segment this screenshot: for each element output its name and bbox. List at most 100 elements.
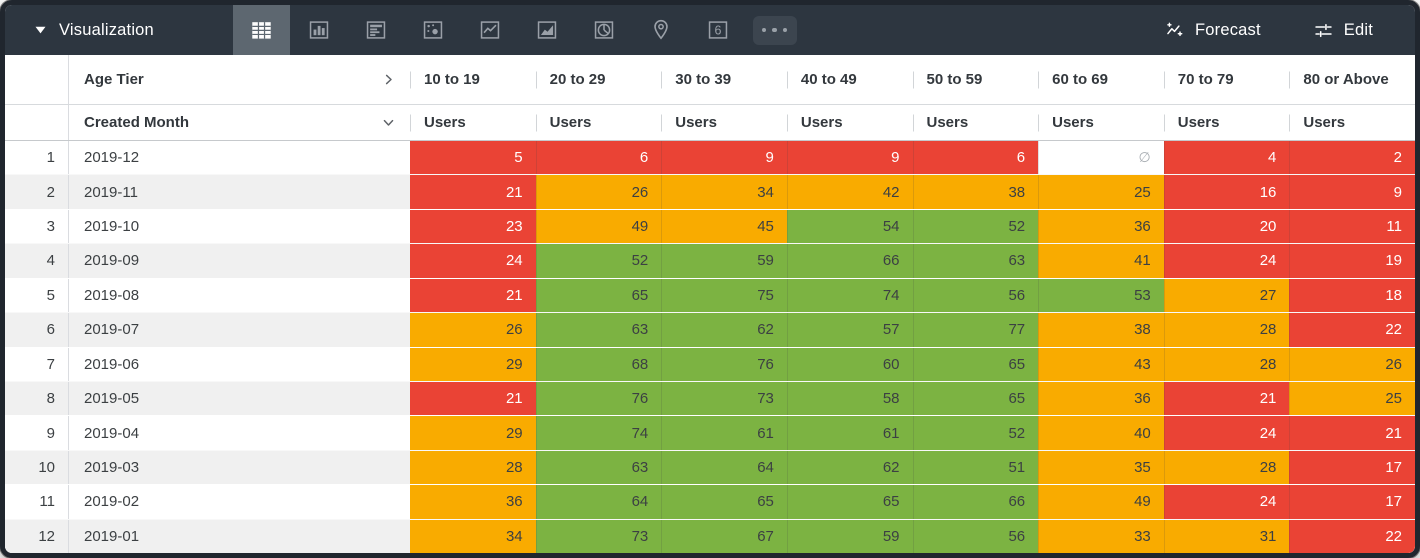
row-label[interactable]: 2019-09 bbox=[84, 252, 140, 270]
data-cell[interactable]: 36 bbox=[1038, 209, 1164, 244]
data-cell[interactable]: 5 bbox=[410, 141, 536, 175]
data-cell[interactable]: 56 bbox=[912, 519, 1039, 553]
data-cell[interactable]: 28 bbox=[410, 450, 536, 485]
data-cell[interactable]: 19 bbox=[1289, 244, 1415, 278]
data-cell[interactable]: 56 bbox=[912, 278, 1039, 313]
data-cell[interactable]: 76 bbox=[661, 347, 787, 381]
data-cell[interactable]: 65 bbox=[661, 485, 787, 519]
viz-type-line-button[interactable] bbox=[461, 5, 518, 55]
data-cell[interactable]: 21 bbox=[410, 381, 536, 416]
data-cell[interactable]: 38 bbox=[912, 175, 1039, 209]
viz-type-scatter-button[interactable] bbox=[404, 5, 461, 55]
data-cell[interactable]: ∅ bbox=[1038, 141, 1164, 175]
data-cell[interactable]: 54 bbox=[786, 209, 913, 244]
data-cell[interactable]: 64 bbox=[661, 450, 787, 485]
edit-button[interactable]: Edit bbox=[1313, 20, 1373, 41]
row-label[interactable]: 2019-08 bbox=[84, 286, 140, 304]
data-cell[interactable]: 60 bbox=[786, 347, 913, 381]
data-cell[interactable]: 52 bbox=[912, 209, 1039, 244]
data-cell[interactable]: 64 bbox=[535, 485, 662, 519]
data-cell[interactable]: 77 bbox=[912, 313, 1039, 347]
data-cell[interactable]: 59 bbox=[786, 519, 913, 553]
data-cell[interactable]: 65 bbox=[535, 278, 662, 313]
data-cell[interactable]: 24 bbox=[410, 244, 536, 278]
data-cell[interactable]: 73 bbox=[535, 519, 662, 553]
measure-header[interactable]: Users bbox=[661, 105, 787, 140]
data-cell[interactable]: 52 bbox=[535, 244, 662, 278]
data-cell[interactable]: 31 bbox=[1163, 519, 1290, 553]
data-cell[interactable]: 25 bbox=[1038, 175, 1164, 209]
data-cell[interactable]: 26 bbox=[1289, 347, 1415, 381]
data-cell[interactable]: 65 bbox=[912, 347, 1039, 381]
data-cell[interactable]: 2 bbox=[1289, 141, 1415, 175]
viz-type-table-button[interactable] bbox=[233, 5, 290, 55]
data-cell[interactable]: 17 bbox=[1289, 450, 1415, 485]
data-cell[interactable]: 68 bbox=[535, 347, 662, 381]
data-cell[interactable]: 27 bbox=[1163, 278, 1290, 313]
data-cell[interactable]: 28 bbox=[1163, 313, 1290, 347]
data-cell[interactable]: 21 bbox=[410, 175, 536, 209]
data-cell[interactable]: 42 bbox=[786, 175, 913, 209]
forecast-button[interactable]: Forecast bbox=[1164, 20, 1261, 41]
data-cell[interactable]: 74 bbox=[535, 416, 662, 450]
pivot-column-header[interactable]: 50 to 59 bbox=[913, 55, 1039, 104]
data-cell[interactable]: 17 bbox=[1289, 485, 1415, 519]
data-cell[interactable]: 73 bbox=[661, 381, 787, 416]
data-cell[interactable]: 74 bbox=[786, 278, 913, 313]
data-cell[interactable]: 9 bbox=[1289, 175, 1415, 209]
data-cell[interactable]: 24 bbox=[1163, 244, 1290, 278]
measure-header[interactable]: Users bbox=[410, 105, 536, 140]
data-cell[interactable]: 34 bbox=[410, 519, 536, 553]
data-cell[interactable]: 22 bbox=[1289, 313, 1415, 347]
data-cell[interactable]: 26 bbox=[535, 175, 662, 209]
data-cell[interactable]: 75 bbox=[661, 278, 787, 313]
data-cell[interactable]: 36 bbox=[1038, 381, 1164, 416]
data-cell[interactable]: 24 bbox=[1163, 485, 1290, 519]
measure-header[interactable]: Users bbox=[1164, 105, 1290, 140]
viz-type-horizontal-bar-button[interactable] bbox=[347, 5, 404, 55]
data-cell[interactable]: 11 bbox=[1289, 209, 1415, 244]
pivot-column-header[interactable]: 30 to 39 bbox=[661, 55, 787, 104]
data-cell[interactable]: 21 bbox=[410, 278, 536, 313]
row-label[interactable]: 2019-06 bbox=[84, 355, 140, 373]
data-cell[interactable]: 40 bbox=[1038, 416, 1164, 450]
data-cell[interactable]: 59 bbox=[661, 244, 787, 278]
pivot-column-header[interactable]: 40 to 49 bbox=[787, 55, 913, 104]
pivot-column-header[interactable]: 70 to 79 bbox=[1164, 55, 1290, 104]
data-cell[interactable]: 66 bbox=[912, 485, 1039, 519]
data-cell[interactable]: 49 bbox=[535, 209, 662, 244]
viz-type-pie-button[interactable] bbox=[575, 5, 632, 55]
data-cell[interactable]: 49 bbox=[1038, 485, 1164, 519]
row-field-header[interactable]: Created Month bbox=[69, 105, 410, 140]
data-cell[interactable]: 28 bbox=[1163, 450, 1290, 485]
data-cell[interactable]: 26 bbox=[410, 313, 536, 347]
row-label[interactable]: 2019-02 bbox=[84, 493, 140, 511]
data-cell[interactable]: 24 bbox=[1163, 416, 1290, 450]
data-cell[interactable]: 57 bbox=[786, 313, 913, 347]
data-cell[interactable]: 58 bbox=[786, 381, 913, 416]
measure-header[interactable]: Users bbox=[1289, 105, 1415, 140]
data-cell[interactable]: 65 bbox=[786, 485, 913, 519]
row-label[interactable]: 2019-11 bbox=[84, 183, 138, 201]
row-label[interactable]: 2019-12 bbox=[84, 149, 140, 167]
data-cell[interactable]: 67 bbox=[661, 519, 787, 553]
row-label[interactable]: 2019-07 bbox=[84, 321, 140, 339]
row-label[interactable]: 2019-03 bbox=[84, 459, 140, 476]
data-cell[interactable]: 61 bbox=[661, 416, 787, 450]
data-cell[interactable]: 21 bbox=[1289, 416, 1415, 450]
data-cell[interactable]: 18 bbox=[1289, 278, 1415, 313]
data-cell[interactable]: 22 bbox=[1289, 519, 1415, 553]
data-cell[interactable]: 33 bbox=[1038, 519, 1164, 553]
data-cell[interactable]: 66 bbox=[786, 244, 913, 278]
pivot-column-header[interactable]: 10 to 19 bbox=[410, 55, 536, 104]
data-cell[interactable]: 23 bbox=[410, 209, 536, 244]
viz-type-area-button[interactable] bbox=[518, 5, 575, 55]
viz-type-single-value-button[interactable]: 6 bbox=[689, 5, 746, 55]
data-cell[interactable]: 28 bbox=[1163, 347, 1290, 381]
data-cell[interactable]: 4 bbox=[1163, 141, 1290, 175]
measure-header[interactable]: Users bbox=[787, 105, 913, 140]
data-cell[interactable]: 41 bbox=[1038, 244, 1164, 278]
data-cell[interactable]: 6 bbox=[912, 141, 1039, 175]
pivot-column-header[interactable]: 60 to 69 bbox=[1038, 55, 1164, 104]
data-cell[interactable]: 43 bbox=[1038, 347, 1164, 381]
